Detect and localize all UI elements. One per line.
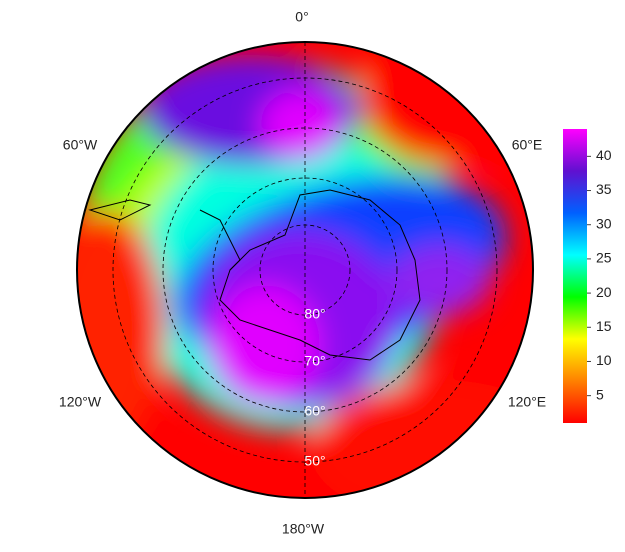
- colorbar-tick-label: 15: [596, 318, 612, 334]
- colorbar-tick-label: 5: [596, 386, 604, 402]
- longitude-label: 60°W: [63, 137, 98, 153]
- longitude-label: 180°W: [282, 521, 325, 537]
- graticule: [112, 42, 498, 498]
- colorbar-tick-label: 10: [596, 352, 612, 368]
- latitude-label: 50°: [304, 453, 325, 469]
- latitude-label: 70°: [304, 353, 325, 369]
- latitude-circle: [212, 177, 398, 363]
- colorbar: [563, 129, 587, 423]
- map-border: [76, 41, 534, 499]
- latitude-label: 80°: [304, 306, 325, 322]
- longitude-label: 0°: [295, 9, 308, 25]
- colorbar-tick-label: 20: [596, 284, 612, 300]
- colorbar-tick-label: 25: [596, 250, 612, 266]
- colorbar-tick-label: 30: [596, 215, 612, 231]
- colorbar-tick-label: 35: [596, 181, 612, 197]
- field: [77, 42, 533, 498]
- longitude-label: 120°W: [59, 394, 102, 410]
- latitude-label: 60°: [304, 403, 325, 419]
- longitude-label: 120°E: [508, 394, 546, 410]
- longitude-label: 60°E: [512, 137, 543, 153]
- colorbar-tick-label: 40: [596, 147, 612, 163]
